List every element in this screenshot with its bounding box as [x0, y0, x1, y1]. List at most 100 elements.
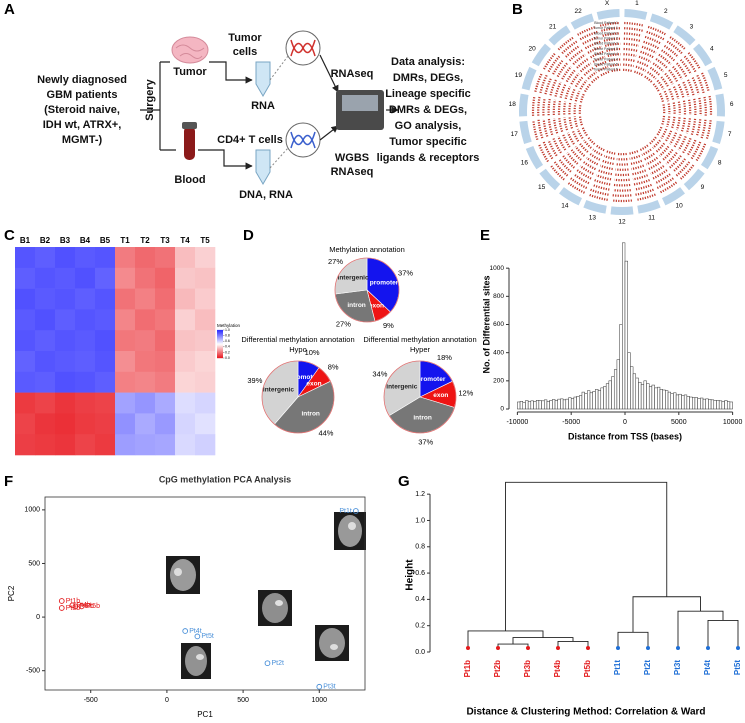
value-label: 44% — [318, 429, 333, 438]
plot-frame — [44, 496, 366, 691]
heatmap-cell — [175, 413, 196, 435]
histogram-bar — [624, 260, 628, 410]
heatmap-cell — [75, 267, 96, 289]
histogram-bar — [608, 380, 612, 410]
methylation-track — [608, 58, 621, 63]
methylation-track — [638, 55, 652, 63]
histogram-bar — [600, 387, 604, 410]
histogram-bar — [705, 398, 709, 410]
chromosome-label: 3 — [690, 23, 694, 30]
column-label: B5 — [100, 236, 111, 245]
histogram-bar — [648, 386, 653, 410]
track-label: Blood Patient 1 — [594, 21, 618, 25]
chromosome-label: 1 — [635, 0, 639, 7]
methylation-track — [663, 90, 670, 102]
methylation-track — [599, 164, 613, 171]
heatmap-cell — [175, 267, 196, 289]
chromosome-band — [583, 200, 607, 214]
brain-icon — [171, 36, 209, 64]
tumor-label: Tumor — [173, 66, 207, 78]
methylation-track — [654, 173, 671, 185]
methylation-track — [668, 88, 675, 101]
methylation-track — [564, 86, 572, 100]
methylation-track — [557, 36, 575, 51]
heatmap-cell — [95, 309, 116, 331]
histogram-bar — [667, 391, 671, 410]
heatmap-cell — [155, 434, 176, 456]
histogram-bar — [544, 399, 548, 410]
colorbar-step — [217, 344, 223, 347]
leaf-marker — [496, 646, 500, 651]
methylation-track — [568, 116, 574, 129]
methylation-track — [603, 37, 621, 42]
methylation-track — [655, 58, 668, 69]
heatmap-cell — [95, 288, 116, 310]
methylation-track — [664, 72, 674, 85]
x-axis-title: Distance & Clustering Method: Correlatio… — [466, 707, 705, 718]
chromosome-label: X — [605, 0, 610, 7]
methylation-track — [605, 150, 616, 155]
patients-text: MGMT-) — [62, 134, 103, 146]
histogram-bar — [589, 392, 593, 410]
histogram-bar — [659, 389, 663, 410]
column-label: B3 — [60, 236, 71, 245]
methylation-track — [573, 173, 590, 185]
histogram-bar — [646, 383, 650, 410]
heatmap-cell — [95, 330, 116, 352]
histogram-bar — [700, 397, 704, 410]
heatmap-cell — [195, 330, 216, 352]
histogram-bar — [584, 393, 588, 410]
colorbar-step — [217, 353, 223, 356]
methylation-track — [662, 148, 674, 161]
chromosome-label: 10 — [676, 203, 684, 210]
y-tick-label: 1.0 — [415, 517, 425, 524]
heatmap-cell — [175, 309, 196, 331]
methylation-track — [570, 148, 582, 161]
methylation-track — [574, 76, 584, 88]
heatmap-cell — [195, 434, 216, 456]
histogram-bar — [568, 397, 572, 410]
heatmap-cell — [155, 371, 176, 393]
methylation-track — [631, 164, 645, 171]
chromosome-label: 2 — [664, 8, 668, 15]
methylation-track — [656, 126, 663, 137]
methylation-track — [542, 119, 549, 137]
methylation-track — [664, 130, 673, 142]
leaf-label: Pt1b — [463, 660, 472, 677]
heatmap-cell — [55, 288, 76, 310]
histogram-bar — [689, 396, 693, 410]
track-label: Tumor Patient 1 — [593, 26, 618, 30]
colorbar-step — [217, 339, 223, 342]
y-tick-label: 1000 — [24, 507, 40, 514]
methylation-track — [592, 148, 603, 156]
chromosome-band — [559, 187, 583, 206]
x-tick-label: -10000 — [506, 419, 528, 426]
x-tick-label: 10000 — [723, 419, 743, 426]
methylation-track — [647, 71, 657, 80]
methylation-track — [547, 139, 558, 157]
chromosome-band — [712, 120, 725, 145]
mri-image — [258, 590, 292, 626]
analysis-text: Tumor specific — [389, 136, 466, 148]
methylation-track — [578, 115, 583, 126]
chromosome-band — [649, 13, 674, 30]
chromosome-label: 9 — [701, 184, 705, 191]
methylation-track — [574, 90, 581, 102]
methylation-track — [569, 88, 576, 101]
y-axis-title: PC2 — [7, 585, 16, 601]
y-tick-label: 600 — [493, 321, 504, 328]
histogram-bar — [627, 352, 631, 410]
methylation-track — [652, 83, 660, 93]
methylation-track — [567, 132, 575, 145]
methylation-track — [656, 79, 665, 90]
chromosome-band — [700, 145, 719, 170]
wgbs-label: WGBS — [335, 152, 369, 164]
colorbar-step — [217, 356, 223, 359]
histogram-bar — [562, 399, 567, 410]
methylation-track — [652, 169, 668, 180]
heatmap-cell — [35, 309, 56, 331]
colorbar-step — [217, 335, 223, 338]
histogram-bar — [605, 383, 610, 410]
y-tick-label: 400 — [493, 349, 504, 356]
heatmap-cell — [35, 392, 56, 414]
